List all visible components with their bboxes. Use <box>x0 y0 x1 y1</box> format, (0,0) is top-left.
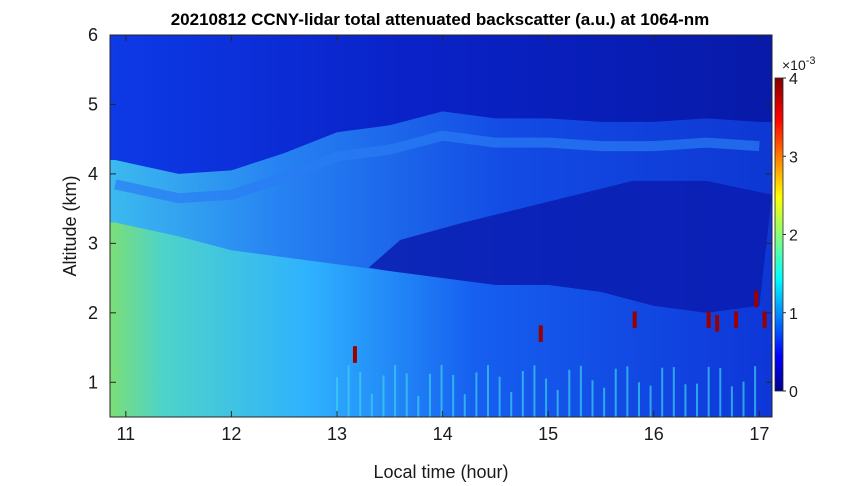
clean-air-gap <box>368 180 772 313</box>
chart-title: 20210812 CCNY-lidar total attenuated bac… <box>171 10 710 29</box>
colorbar-exponent-power: -3 <box>806 55 816 67</box>
y-tick-label: 5 <box>88 94 98 114</box>
colorbar-exponent-base: ×10 <box>782 57 806 73</box>
colorbar-tick-label: 0 <box>789 384 798 401</box>
colorbar-tick-label: 1 <box>789 306 798 323</box>
cloud-hit <box>754 290 759 308</box>
lower-aerosol-layer <box>110 222 772 417</box>
cloud-hit <box>352 346 357 363</box>
cloud-hit <box>715 314 720 332</box>
x-tick-label: 17 <box>749 424 769 444</box>
colorbar-tick-label: 3 <box>789 149 798 166</box>
x-tick-label: 16 <box>644 424 664 444</box>
cloud-hit <box>734 311 739 329</box>
x-tick-label: 11 <box>116 424 135 444</box>
upper-aerosol-band <box>114 130 760 204</box>
cloud-hit <box>762 311 767 329</box>
x-tick-label: 13 <box>327 424 347 444</box>
plot-area <box>110 35 772 417</box>
x-tick-label: 15 <box>538 424 558 444</box>
x-axis: 11 12 13 14 15 16 17 <box>116 35 769 444</box>
y-tick-label: 2 <box>88 303 98 323</box>
y-tick-label: 4 <box>88 164 98 184</box>
y-tick-label: 1 <box>88 372 98 392</box>
y-tick-label: 3 <box>88 233 98 253</box>
colorbar-ticks: 0 1 2 3 4 <box>783 71 798 401</box>
colorbar: 0 1 2 3 4 ×10-3 <box>774 55 816 401</box>
x-axis-label: Local time (hour) <box>373 462 508 482</box>
colorbar-tick-label: 4 <box>789 71 798 88</box>
y-tick-label: 6 <box>88 25 98 45</box>
colorbar-gradient <box>774 77 784 392</box>
y-axis-label: Altitude (km) <box>60 175 80 276</box>
y-axis: 1 2 3 4 5 6 <box>88 25 772 392</box>
x-tick-label: 12 <box>221 424 241 444</box>
cloud-hit <box>538 325 543 342</box>
plot-frame <box>109 34 773 418</box>
x-tick-label: 14 <box>433 424 453 444</box>
colorbar-tick-label: 2 <box>789 228 798 245</box>
colorbar-exponent: ×10-3 <box>782 55 816 73</box>
cloud-hit <box>706 311 711 329</box>
cloud-hit <box>632 311 637 329</box>
aerosol-structure <box>110 111 772 417</box>
